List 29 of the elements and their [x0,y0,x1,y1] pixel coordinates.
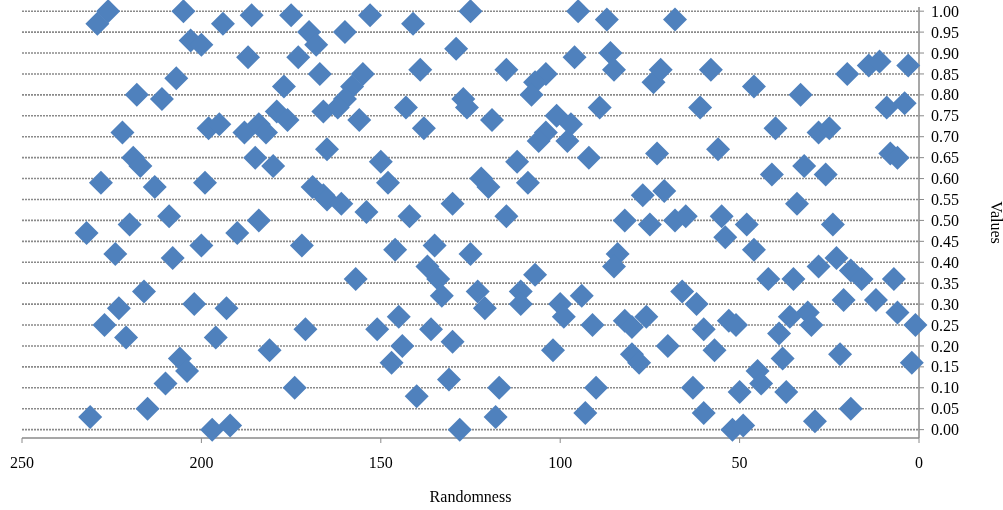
y-tick-label: 0.25 [931,316,959,334]
x-tick-label: 100 [548,454,573,471]
y-tick-label: 0.60 [931,170,959,188]
y-tick-label: 0.90 [931,44,959,62]
x-tick-label: 50 [731,454,748,471]
y-tick-label: 0.05 [931,400,959,418]
x-tick-label: 200 [189,454,214,471]
y-tick-label: 0.80 [931,86,959,104]
y-axis-title: Values [988,201,1003,244]
y-tick-label: 0.75 [931,107,959,125]
y-tick-label: 0.35 [931,274,959,292]
y-tick-label: 0.00 [931,421,959,439]
y-tick-label: 0.65 [931,149,959,167]
y-tick-label: 0.30 [931,295,959,313]
y-tick-label: 0.15 [931,358,959,376]
y-tick-label: 1.00 [931,2,959,20]
y-tick-label: 0.85 [931,65,959,83]
y-tick-label: 0.95 [931,23,959,41]
y-tick-label: 0.45 [931,232,959,250]
y-tick-label: 0.10 [931,379,959,397]
x-tick-label: 150 [368,454,393,471]
x-axis-title: Randomness [429,488,512,505]
x-tick-label: 0 [915,454,923,471]
y-tick-label: 0.55 [931,191,959,209]
y-tick-label: 0.50 [931,212,959,230]
y-tick-label: 0.40 [931,253,959,271]
x-tick-label: 250 [10,454,34,471]
y-tick-label: 0.70 [931,128,959,146]
y-tick-label: 0.20 [931,337,959,355]
